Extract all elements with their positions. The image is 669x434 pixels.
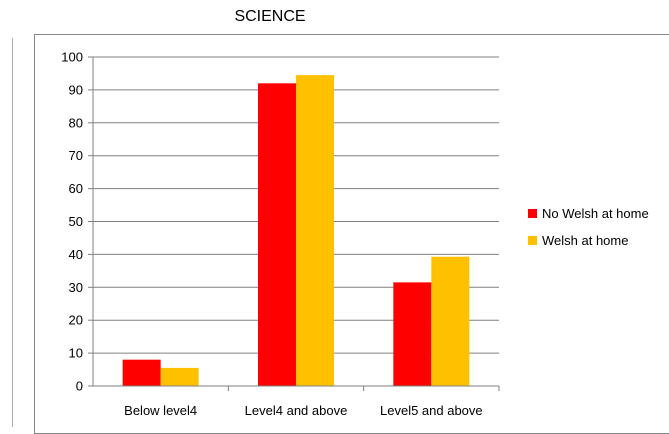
axes: [88, 56, 500, 391]
legend-item-welsh: Welsh at home: [528, 231, 649, 249]
bar: [296, 75, 334, 386]
bar: [393, 282, 432, 386]
legend-swatch-welsh: [528, 235, 537, 245]
x-tick-label: Level4 and above: [245, 403, 348, 418]
bar: [122, 359, 161, 386]
y-tick-label: 50: [69, 214, 83, 229]
y-tick-label: 30: [69, 280, 83, 295]
bar: [431, 256, 470, 386]
y-tick-label: 80: [69, 115, 83, 130]
legend: No Welsh at home Welsh at home: [528, 204, 649, 258]
legend-swatch-no-welsh: [528, 208, 537, 218]
bars: [122, 75, 470, 386]
y-tick-label: 40: [69, 247, 83, 262]
x-tick-label: Level5 and above: [380, 403, 483, 418]
y-tick-label: 10: [69, 346, 83, 361]
y-tick-label: 100: [61, 50, 83, 65]
y-tick-label: 0: [76, 379, 83, 394]
y-tick-label: 20: [69, 313, 83, 328]
y-tick-label: 70: [69, 148, 83, 163]
bar: [160, 367, 199, 386]
bar: [258, 83, 296, 386]
axis-labels: 0 10 20 30 40 50 60 70 80 90 100 Below level4 Level4…: [61, 50, 482, 419]
legend-label-welsh: Welsh at home: [542, 232, 629, 248]
x-tick-label: Below level4: [124, 403, 197, 418]
legend-label-no-welsh: No Welsh at home: [542, 205, 649, 221]
y-tick-label: 90: [69, 82, 83, 97]
legend-item-no-welsh: No Welsh at home: [528, 204, 649, 222]
panel-divider: [12, 38, 13, 427]
y-tick-label: 60: [69, 181, 83, 196]
chart-title: SCIENCE: [234, 8, 306, 25]
